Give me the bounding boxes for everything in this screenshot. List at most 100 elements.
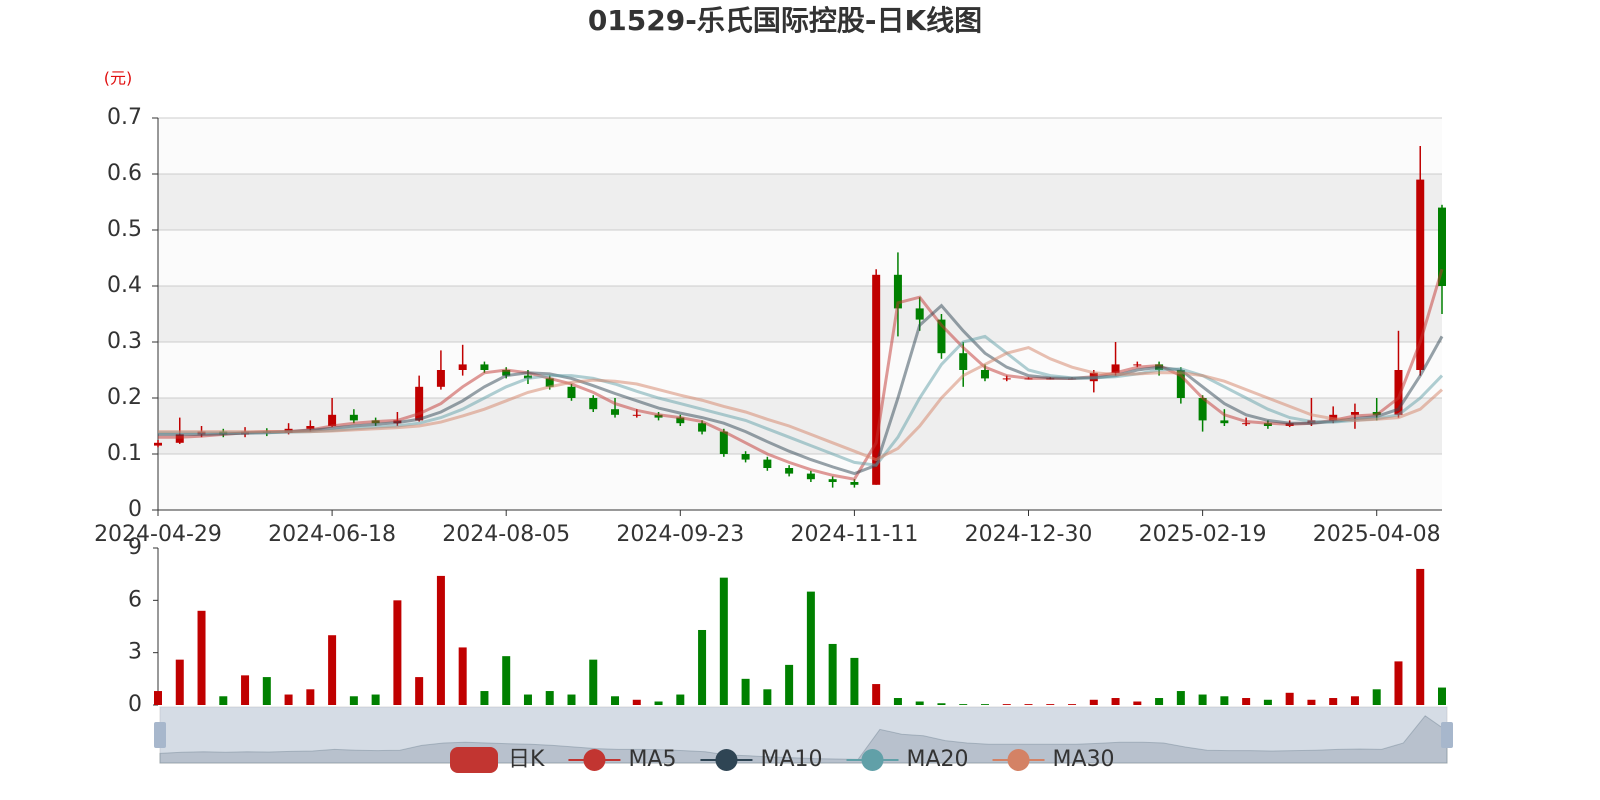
- candle-body: [959, 353, 968, 370]
- volume-bar: [1133, 701, 1142, 705]
- candle-body: [828, 479, 837, 482]
- volume-bar: [698, 629, 707, 705]
- legend-label: MA20: [907, 747, 969, 772]
- x-tick-label: 2024-12-30: [965, 522, 1093, 547]
- candle-body: [589, 398, 598, 410]
- volume-bar: [1329, 698, 1338, 705]
- y-tick-label: 0.1: [107, 441, 142, 466]
- volume-bar: [1176, 691, 1185, 705]
- volume-bar: [1285, 692, 1294, 705]
- candle-body: [915, 308, 924, 320]
- legend-label: MA5: [628, 747, 676, 772]
- volume-bar: [1089, 699, 1098, 705]
- candle-body: [763, 459, 772, 468]
- candle-body: [1111, 364, 1120, 373]
- volume-tick-label: 3: [128, 640, 142, 665]
- candle-body: [785, 468, 794, 474]
- zoom-background: [159, 706, 1448, 764]
- legend-item[interactable]: 日K: [450, 747, 545, 773]
- candle-body: [1242, 423, 1251, 425]
- ma-line: [158, 346, 1444, 462]
- split-area: [158, 174, 1442, 230]
- volume-bar: [262, 677, 271, 705]
- x-tick-label: 2024-06-18: [268, 522, 396, 547]
- legend-label: MA30: [1053, 747, 1115, 772]
- x-tick-label: 2024-09-23: [616, 522, 744, 547]
- volume-bar: [371, 694, 380, 705]
- volume-bar: [415, 677, 424, 705]
- y-tick-label: 0.3: [107, 329, 142, 354]
- y-tick-label: 0.4: [107, 273, 142, 298]
- volume-bar: [828, 643, 837, 705]
- candle-body: [306, 426, 315, 429]
- candle-body: [328, 414, 337, 426]
- candle-body: [611, 409, 620, 415]
- volume-bar: [1394, 661, 1403, 705]
- y-tick-label: 0.6: [107, 161, 142, 186]
- volume-bar: [545, 691, 554, 705]
- volume-bar: [654, 701, 663, 705]
- candle-body: [1220, 420, 1229, 424]
- candle-body: [741, 454, 750, 460]
- y-tick-label: 0.7: [107, 105, 142, 130]
- volume-bar: [872, 684, 881, 705]
- volume-bar: [959, 704, 968, 705]
- candle-body: [806, 473, 815, 480]
- ma-line: [158, 268, 1444, 481]
- split-area: [158, 118, 1442, 174]
- volume-bar: [1307, 699, 1316, 705]
- legend-icon: [1007, 749, 1030, 771]
- volume-bar: [980, 704, 989, 705]
- volume-bar: [1002, 704, 1011, 705]
- legend-item[interactable]: MA5: [568, 747, 676, 772]
- legend-item[interactable]: MA10: [700, 747, 823, 772]
- x-tick-label: 2024-11-11: [790, 522, 918, 547]
- volume-bar: [567, 694, 576, 705]
- candle-body: [872, 274, 881, 485]
- volume-bar: [502, 656, 511, 705]
- volume-bar: [393, 600, 402, 705]
- legend-item[interactable]: MA20: [846, 747, 969, 772]
- zoom-handle[interactable]: [1441, 722, 1453, 748]
- volume-bar: [1111, 698, 1120, 705]
- volume-tick-label: 0: [128, 692, 142, 717]
- volume-bar: [328, 635, 337, 705]
- candle-body: [1198, 398, 1207, 421]
- legend-icon: [861, 749, 884, 771]
- volume-bar: [632, 699, 641, 705]
- volume-bar: [1438, 687, 1446, 705]
- candle-body: [436, 370, 445, 387]
- volume-bar: [436, 575, 445, 705]
- volume-bar: [763, 689, 772, 705]
- ma-line: [158, 334, 1444, 467]
- candle-body: [1416, 179, 1425, 370]
- candle-body: [676, 417, 685, 424]
- candle-body: [1394, 370, 1403, 415]
- volume-bar: [1198, 694, 1207, 705]
- candle-body: [698, 423, 707, 432]
- volume-tick-label: 9: [128, 535, 142, 560]
- volume-bar: [1220, 696, 1229, 705]
- candle-body: [567, 386, 576, 398]
- legend-icon: [583, 749, 606, 771]
- split-area: [158, 230, 1442, 286]
- volume-bar: [154, 691, 162, 705]
- volume-bar: [893, 698, 902, 705]
- volume-bar: [1242, 698, 1251, 705]
- zoom-handle[interactable]: [154, 722, 166, 748]
- candle-body: [980, 370, 989, 379]
- volume-bar: [850, 657, 859, 705]
- volume-bar: [349, 696, 358, 705]
- candle-body: [1133, 364, 1142, 366]
- y-tick-label: 0.2: [107, 385, 142, 410]
- volume-bar: [175, 659, 184, 705]
- chart-title: 01529-乐氏国际控股-日K线图: [588, 4, 982, 37]
- candle-body: [632, 414, 641, 416]
- volume-bar: [197, 610, 206, 705]
- legend-item[interactable]: MA30: [992, 747, 1115, 772]
- candle-body: [719, 431, 728, 454]
- legend-label: 日K: [508, 747, 545, 772]
- candle-body: [458, 364, 467, 370]
